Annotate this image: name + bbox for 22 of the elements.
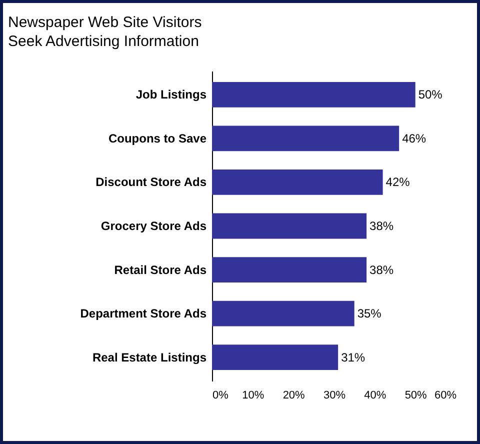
- x-tick-label: 50%: [404, 390, 428, 402]
- data-label: 46%: [402, 131, 426, 146]
- data-label: 38%: [370, 262, 394, 277]
- y-tick-label: Real Estate Listings: [92, 350, 207, 364]
- y-tick-label: Department Store Ads: [80, 306, 207, 321]
- y-tick-label: Discount Store Ads: [96, 175, 207, 190]
- y-tick-label: Coupons to Save: [108, 131, 207, 146]
- data-label: 38%: [370, 219, 394, 233]
- x-tick-label: 20%: [282, 390, 306, 402]
- x-tick-label: 0%: [212, 390, 229, 402]
- y-tick-label: Retail Store Ads: [114, 262, 207, 277]
- x-tick-label: 40%: [364, 390, 386, 402]
- data-label: 42%: [386, 175, 410, 190]
- x-tick-label: 60%: [434, 390, 457, 402]
- data-label: 31%: [341, 350, 366, 364]
- data-label: 35%: [357, 306, 382, 321]
- y-tick-label: Job Listings: [136, 88, 207, 102]
- x-tick-label: 30%: [323, 390, 346, 402]
- data-label: 50%: [418, 88, 443, 102]
- chart-title: Newspaper Web Site Visitors Seek Advertising Information: [8, 14, 202, 50]
- y-tick-label: Grocery Store Ads: [100, 219, 207, 233]
- x-tick-label: 10%: [242, 390, 264, 402]
